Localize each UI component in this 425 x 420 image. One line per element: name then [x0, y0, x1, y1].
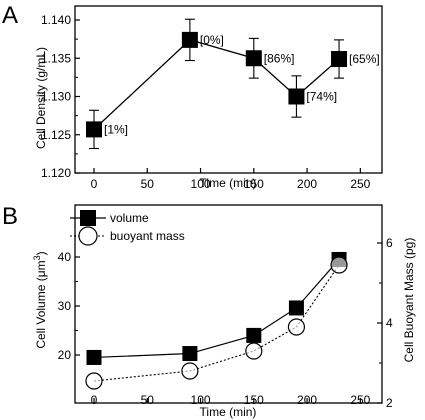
panel-b-mass-point: [245, 342, 263, 360]
panel-a-x-tick-label: 150: [244, 177, 264, 191]
panel-a-plot-frame: [74, 5, 383, 174]
panel-a-data-point: [331, 51, 348, 68]
panel-a-y-axis-label: Cell Density (g/mL): [34, 47, 48, 149]
panel-b-y-tick-label: 40: [58, 250, 72, 264]
panel-b-volume-point: [246, 327, 262, 343]
panel-b-letter: B: [2, 203, 18, 230]
legend-mass-label: buoyant mass: [110, 229, 185, 243]
panel-a-letter: A: [2, 2, 18, 29]
panel-a-x-tick-label: 50: [141, 177, 155, 191]
panel-b-x-tick-label: 50: [141, 393, 155, 407]
panel-b-x-tick-label: 200: [297, 393, 317, 407]
panel-a-series-line: [93, 39, 340, 130]
panel-b-mass-line: [93, 264, 340, 382]
legend-volume-marker: [80, 210, 96, 226]
panel-b-y-label-exp: 3: [32, 255, 42, 260]
panel-a-y-tick-label: 1.140: [41, 13, 71, 27]
panel-b-volume-point: [288, 300, 304, 316]
panel-b-y-label-prefix: Cell Volume (: [34, 277, 48, 348]
panel-a-x-tick-label: 0: [91, 177, 98, 191]
panel-a-data-label: [0%]: [200, 33, 224, 47]
panel-a-axes: 0 50 100 150 200 250 1.120 1.125 1.130 1.135 1.140: [41, 5, 383, 191]
panel-a-data-label: [86%]: [264, 51, 295, 65]
panel-a-x-axis-label: Time (min): [200, 176, 257, 190]
panel-b-volume-point: [182, 346, 198, 362]
panel-b: B Cell Volume (μm3) Cell Buoyant Mass (p…: [2, 203, 416, 419]
panel-a-data-label: [1%]: [104, 122, 128, 136]
panel-b-mass-point: [181, 362, 199, 380]
panel-a-x-tick-label: 100: [191, 177, 211, 191]
panel-a-y-tick-label: 1.130: [41, 90, 71, 104]
panel-b-axes: 0 50 100 150 200 250 20 30 40 2 4 6: [58, 204, 393, 410]
panel-b-y2-tick-label: 2: [386, 396, 393, 410]
panel-b-x-axis-label: Time (min): [200, 405, 257, 419]
panel-a: A Cell Density (g/mL) Time (min) 0 50 100 1…: [2, 2, 383, 191]
panel-a-x-tick-label: 250: [350, 177, 370, 191]
panel-b-mass-point: [330, 256, 348, 274]
panel-b-y2-tick-label: 4: [386, 316, 393, 330]
panel-b-legend: volume buoyant mass: [70, 210, 185, 246]
panel-b-y2-tick-label: 6: [386, 236, 393, 250]
panel-a-data-point: [288, 88, 305, 105]
panel-b-data: [85, 251, 348, 390]
panel-a-y-tick-label: 1.125: [41, 128, 71, 142]
panel-b-x-tick-label: 0: [91, 393, 98, 407]
panel-b-plot-frame: [74, 204, 383, 404]
panel-b-mass-point: [85, 372, 103, 390]
panel-b-y-axis-label: Cell Volume (μm3): [32, 251, 48, 348]
panel-a-data-label: [65%]: [349, 52, 380, 66]
panel-b-y-label-suffix: ): [34, 251, 48, 255]
panel-a-x-tick-label: 200: [297, 177, 317, 191]
panel-b-y-tick-label: 30: [58, 299, 72, 313]
panel-b-mass-point: [287, 318, 306, 336]
panel-a-y-tick-label: 1.120: [41, 166, 71, 180]
panel-a-data: [1%] [0%] [86%] [74%] [65%]: [86, 18, 380, 150]
panel-b-x-tick-label: 250: [350, 393, 370, 407]
panel-b-x-tick-label: 150: [244, 393, 264, 407]
panel-a-data-point: [245, 50, 262, 67]
panel-b-volume-point: [86, 349, 102, 365]
panel-b-x-tick-label: 100: [191, 393, 211, 407]
legend-volume-label: volume: [110, 211, 149, 225]
panel-a-data-point: [181, 31, 198, 48]
panel-a-y-tick-label: 1.135: [41, 51, 71, 65]
panel-b-y-label-unit: μm: [34, 260, 48, 277]
panel-b-y2-axis-label: Cell Buoyant Mass (pg): [402, 238, 416, 363]
panel-b-y-tick-label: 20: [58, 348, 72, 362]
panel-a-data-point: [86, 121, 102, 138]
legend-mass-marker: [78, 226, 98, 246]
panel-a-data-label: [74%]: [306, 90, 337, 104]
